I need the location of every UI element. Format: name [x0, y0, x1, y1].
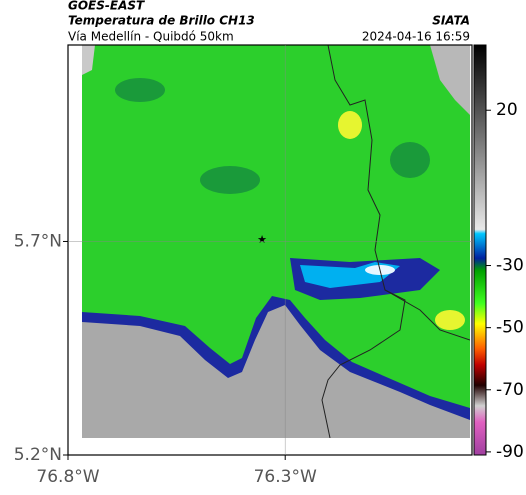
lon-tick-label: 76.3°W [254, 467, 317, 487]
location-marker: ★ [257, 233, 267, 246]
colorbar-tick-label: 20 [496, 100, 518, 120]
lat-tick-label: 5.2°N [14, 445, 62, 465]
colorbar-tick-label: -70 [496, 380, 524, 400]
colorbar-tick-label: -50 [496, 318, 524, 338]
satellite-image [82, 45, 470, 438]
timestamp: 2024-04-16 16:59 [362, 30, 470, 44]
colorbar-tick-label: -90 [496, 442, 524, 462]
colorbar [473, 44, 487, 456]
lat-tick-label: 5.7°N [14, 231, 62, 251]
colorbar-tick-label: -30 [496, 256, 524, 276]
map-frame [67, 44, 473, 456]
route: Vía Medellín - Quibdó 50km [68, 30, 234, 44]
source: SIATA [432, 14, 470, 28]
subtitle: Temperatura de Brillo CH13 [68, 14, 255, 28]
lon-tick-label: 76.8°W [36, 467, 99, 487]
title: GOES-EAST [68, 0, 145, 13]
